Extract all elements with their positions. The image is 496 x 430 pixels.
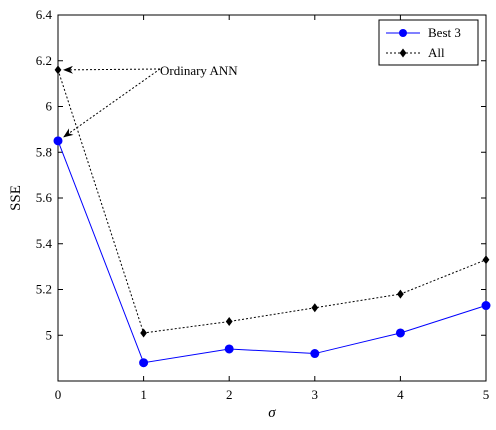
x-tick-label: 4 — [397, 387, 404, 402]
x-tick-label: 5 — [483, 387, 490, 402]
series-line-best-3 — [57, 140, 487, 364]
y-tick-label: 5.2 — [36, 282, 52, 297]
y-tick-label: 6.4 — [36, 7, 53, 22]
data-point — [395, 328, 405, 338]
annotation: Ordinary ANN — [63, 63, 238, 138]
x-tick-label: 0 — [55, 387, 62, 402]
data-point — [481, 301, 491, 311]
y-tick-label: 6.2 — [36, 53, 52, 68]
y-tick-label: 5.6 — [36, 190, 53, 205]
data-point — [482, 255, 490, 265]
data-point — [139, 358, 149, 368]
data-point — [54, 65, 62, 75]
data-point — [311, 303, 319, 313]
x-tick-label: 1 — [140, 387, 147, 402]
data-point — [225, 317, 233, 327]
annotation-label: Ordinary ANN — [160, 63, 238, 78]
x-axis-label: σ — [268, 405, 276, 421]
y-tick-label: 6 — [46, 99, 53, 114]
data-point — [140, 328, 147, 338]
x-tick-label: 2 — [226, 387, 233, 402]
y-tick-label: 5 — [46, 327, 53, 342]
y-axis-label: SSE — [8, 185, 24, 211]
legend-marker — [399, 29, 407, 37]
data-point — [397, 289, 404, 299]
legend-label: All — [428, 45, 445, 60]
data-point — [53, 136, 63, 146]
plot-area — [57, 14, 487, 382]
legend: Best 3 All — [378, 19, 479, 66]
legend-box — [378, 19, 479, 66]
legend-marker — [399, 48, 407, 58]
data-point — [224, 344, 234, 354]
annotation-arrow — [63, 65, 161, 74]
plot-frame — [57, 14, 487, 382]
y-tick-label: 5.8 — [36, 144, 52, 159]
axis-ticks: 0 1 2 3 4 5 5 5.2 5.4 5.6 5.8 6 6.2 6.4 — [36, 7, 490, 402]
data-point — [310, 349, 320, 359]
annotation-arrow — [63, 68, 161, 138]
x-tick-label: 3 — [312, 387, 319, 402]
series-layer — [53, 65, 491, 368]
legend-label: Best 3 — [428, 25, 461, 40]
y-tick-label: 5.4 — [36, 236, 53, 251]
